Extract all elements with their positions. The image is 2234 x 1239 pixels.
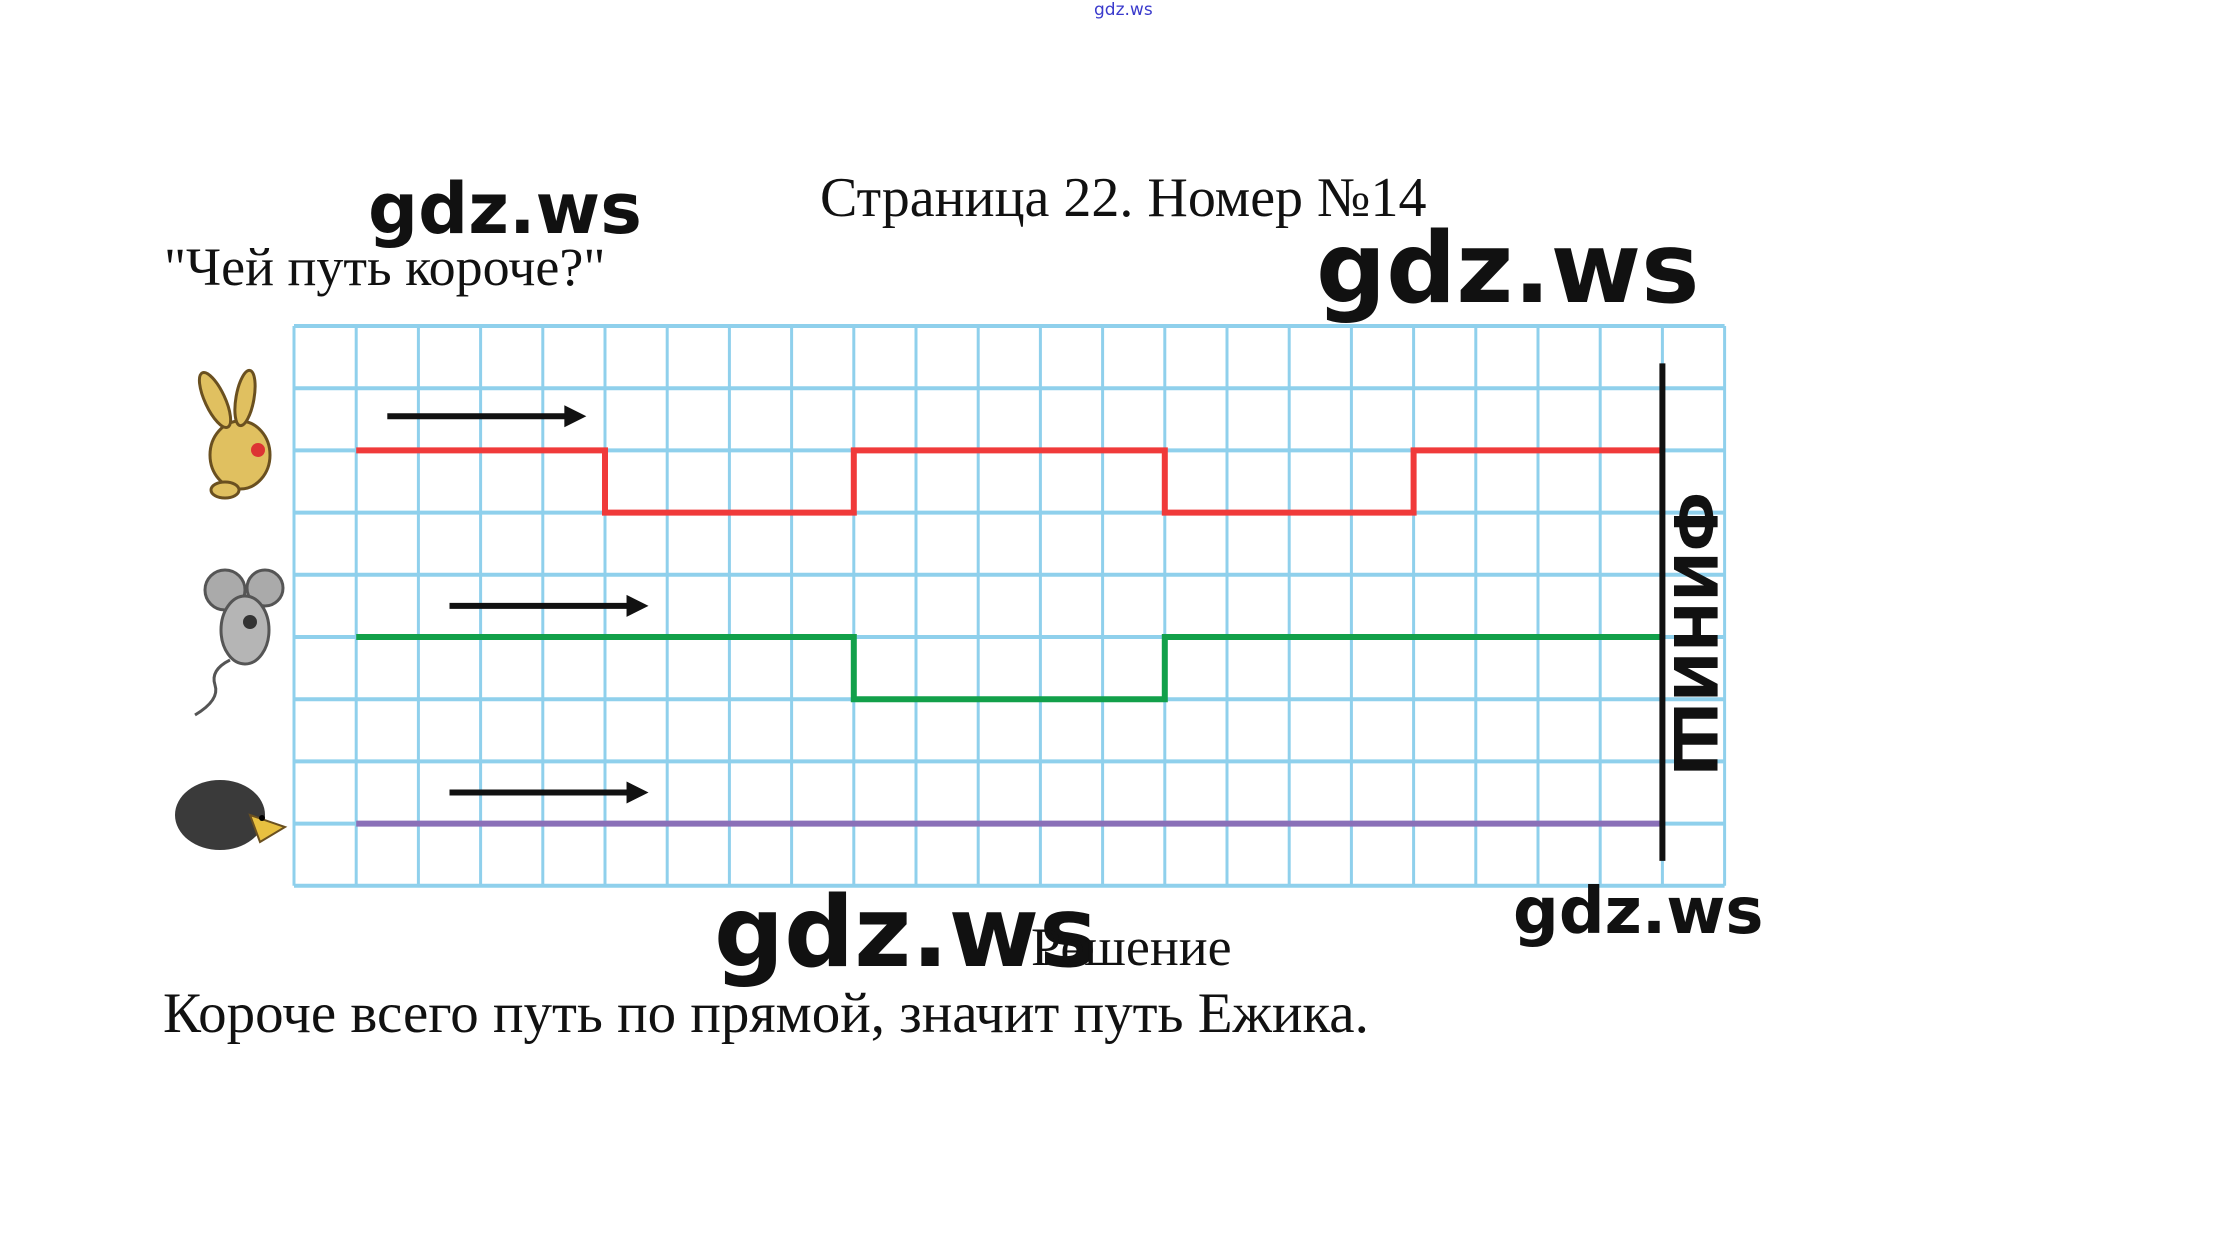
watermark-left: gdz.ws	[368, 168, 642, 250]
rabbit-icon	[197, 368, 272, 500]
watermark-large: gdz.ws	[1316, 212, 1700, 326]
task-question: "Чей путь короче?"	[164, 237, 606, 297]
watermark-bottom: gdz.ws	[714, 876, 1098, 990]
arrow-head-icon	[564, 405, 587, 428]
mouse-path	[356, 634, 1663, 703]
solution-answer: Короче всего путь по прямой, значит путь…	[163, 982, 1369, 1045]
finish-label: ФИНИШ	[1659, 491, 1729, 777]
watermark-right: gdz.ws	[1513, 875, 1764, 949]
solution-label: Решение	[1031, 917, 1232, 977]
arrow-head-icon	[626, 594, 649, 617]
mouse-icon	[194, 568, 285, 717]
watermark-top: gdz.ws	[1094, 0, 1153, 20]
rabbit-path	[356, 447, 1663, 516]
page-title: Страница 22. Номер №14	[820, 167, 1427, 229]
hedgehog-icon	[175, 780, 288, 850]
arrow-head-icon	[626, 781, 649, 804]
